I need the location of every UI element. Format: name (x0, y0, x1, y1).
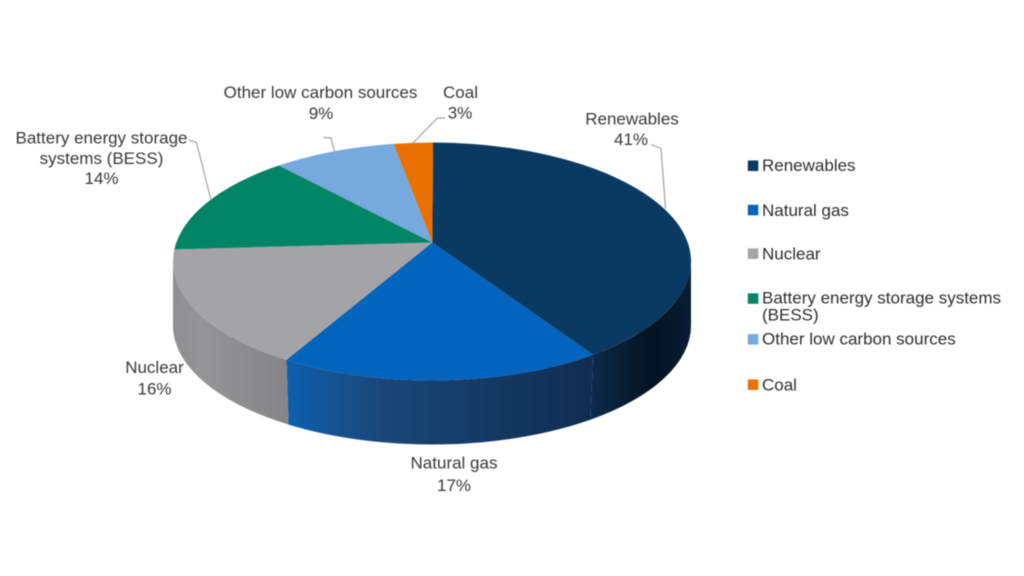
svg-text:16%: 16% (137, 380, 171, 399)
svg-text:Coal: Coal (443, 83, 478, 102)
svg-text:Natural gas: Natural gas (411, 453, 498, 472)
svg-text:Battery energy storage systems: Battery energy storage systems (762, 289, 1001, 308)
svg-text:Renewables: Renewables (762, 156, 856, 175)
svg-text:Natural gas: Natural gas (762, 201, 849, 220)
svg-text:Coal: Coal (762, 376, 797, 395)
svg-text:Nuclear: Nuclear (762, 245, 821, 264)
svg-text:Other low carbon sources: Other low carbon sources (224, 83, 418, 102)
svg-text:3%: 3% (448, 104, 473, 123)
svg-text:17%: 17% (437, 476, 471, 495)
svg-text:systems (BESS): systems (BESS) (40, 149, 164, 168)
svg-text:41%: 41% (614, 130, 648, 149)
svg-text:Renewables: Renewables (585, 109, 679, 128)
svg-text:(BESS): (BESS) (762, 306, 819, 325)
svg-text:Battery energy storage: Battery energy storage (16, 129, 188, 148)
svg-text:Other low carbon sources: Other low carbon sources (762, 329, 956, 348)
svg-text:14%: 14% (84, 169, 118, 188)
svg-text:Nuclear: Nuclear (125, 358, 184, 377)
svg-text:9%: 9% (309, 104, 334, 123)
